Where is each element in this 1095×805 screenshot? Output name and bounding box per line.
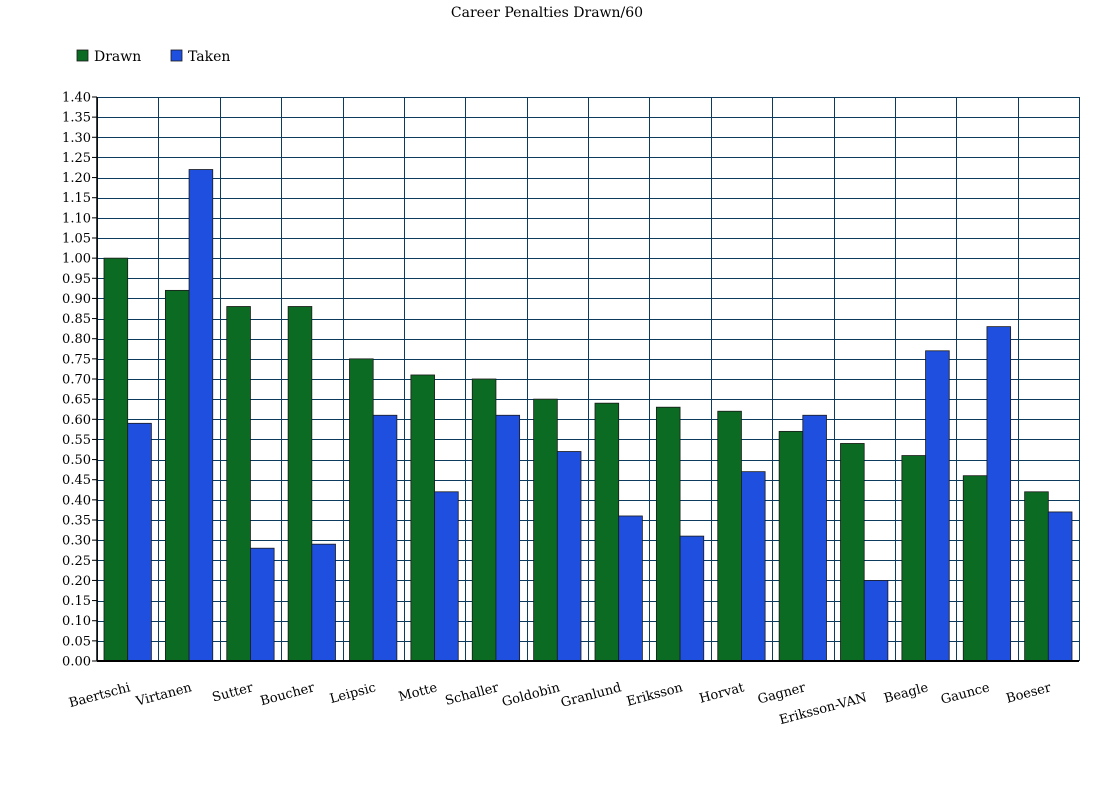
y-tick-label: 0.45: [62, 473, 91, 488]
bar-taken-eriksson-van: [863, 580, 889, 662]
bar-drawn-beagle: [901, 455, 926, 662]
x-category-label: Gagner: [756, 680, 808, 707]
y-tick-label: 0.05: [62, 634, 91, 649]
legend-swatch-drawn: [76, 49, 89, 62]
x-category-label: Gaunce: [939, 680, 991, 707]
y-tick-label: 0.00: [62, 655, 91, 670]
y-tick-label: 1.05: [62, 232, 91, 247]
bar-taken-leipsic: [372, 414, 398, 662]
bar-taken-gagner: [802, 414, 827, 662]
bar-drawn-motte: [410, 374, 435, 662]
y-tick-label: 0.40: [62, 493, 91, 508]
bars-layer: [103, 169, 1073, 662]
bar-taken-beagle: [925, 350, 950, 662]
bar-drawn-sutter: [226, 306, 251, 662]
bar-taken-goldobin: [556, 451, 582, 662]
x-category-label: Granlund: [559, 680, 623, 711]
x-category-label: Goldobin: [500, 680, 562, 710]
x-axis-labels: Baertschi Virtanen Sutter Boucher Leipsic Mot…: [67, 680, 1053, 728]
y-tick-label: 0.75: [62, 352, 91, 367]
x-category-label: Eriksson: [625, 680, 685, 709]
y-tick-label: 0.30: [62, 534, 91, 549]
y-tick-label: 1.15: [62, 191, 91, 206]
legend-label-taken: Taken: [188, 49, 230, 65]
bar-drawn-schaller: [471, 378, 497, 662]
bar-drawn-leipsic: [349, 358, 374, 662]
y-tick-label: 1.10: [62, 211, 91, 226]
legend: Drawn Taken: [76, 49, 230, 65]
bar-drawn-eriksson-van: [840, 443, 865, 662]
y-axis-ticks: 0.00 0.05 0.10 0.15 0.20 0.25 0.30 0.35 0.40 0.45…: [62, 91, 97, 670]
bar-drawn-boucher: [287, 306, 313, 662]
x-category-label: Leipsic: [328, 680, 377, 707]
y-tick-label: 0.25: [62, 554, 91, 569]
bar-drawn-horvat: [717, 410, 742, 662]
bar-drawn-goldobin: [533, 398, 558, 662]
bar-taken-gaunce: [986, 326, 1012, 662]
x-category-label: Boucher: [259, 680, 317, 709]
y-tick-label: 1.35: [62, 111, 91, 126]
chart-title: Career Penalties Drawn/60: [451, 5, 643, 21]
bar-drawn-baertschi: [103, 257, 129, 662]
bar-taken-sutter: [250, 547, 275, 662]
bar-taken-boucher: [311, 543, 336, 662]
bar-drawn-gagner: [778, 430, 804, 662]
bar-drawn-granlund: [594, 402, 620, 662]
y-tick-label: 1.40: [62, 91, 91, 106]
legend-swatch-taken: [170, 49, 183, 62]
bar-taken-boeser: [1047, 511, 1073, 662]
x-category-label: Horvat: [698, 680, 747, 707]
y-tick-label: 0.80: [62, 332, 91, 347]
x-category-label: Virtanen: [134, 680, 194, 710]
bar-taken-horvat: [741, 471, 766, 662]
bar-taken-granlund: [618, 515, 643, 662]
y-tick-label: 1.00: [62, 252, 91, 267]
y-tick-label: 0.85: [62, 312, 91, 327]
bar-taken-eriksson: [679, 535, 705, 662]
bar-drawn-eriksson: [655, 406, 681, 662]
y-tick-label: 0.90: [62, 292, 91, 307]
bar-drawn-gaunce: [962, 475, 988, 662]
y-tick-label: 1.30: [62, 131, 91, 146]
bar-taken-motte: [434, 491, 459, 662]
y-tick-label: 1.20: [62, 171, 91, 186]
legend-label-drawn: Drawn: [94, 49, 141, 65]
x-category-label: Sutter: [211, 680, 256, 705]
bar-drawn-virtanen: [164, 289, 190, 662]
x-category-label: Beagle: [882, 680, 930, 706]
y-tick-label: 0.35: [62, 514, 91, 529]
y-tick-label: 0.65: [62, 393, 91, 408]
x-category-label: Boeser: [1005, 680, 1054, 707]
y-tick-label: 0.20: [62, 574, 91, 589]
x-category-label: Baertschi: [67, 680, 132, 711]
y-tick-label: 0.15: [62, 594, 91, 609]
y-tick-label: 0.70: [62, 373, 91, 388]
y-tick-label: 0.95: [62, 272, 91, 287]
y-tick-label: 0.60: [62, 413, 91, 428]
bar-drawn-boeser: [1024, 491, 1049, 662]
x-category-label: Schaller: [444, 680, 501, 709]
y-tick-label: 0.50: [62, 453, 91, 468]
y-tick-label: 1.25: [62, 151, 91, 166]
y-tick-label: 0.10: [62, 614, 91, 629]
y-tick-label: 0.55: [62, 433, 91, 448]
bar-taken-virtanen: [188, 169, 214, 662]
bar-taken-schaller: [495, 414, 521, 662]
x-category-label: Motte: [397, 680, 439, 705]
bar-taken-baertschi: [127, 422, 152, 662]
